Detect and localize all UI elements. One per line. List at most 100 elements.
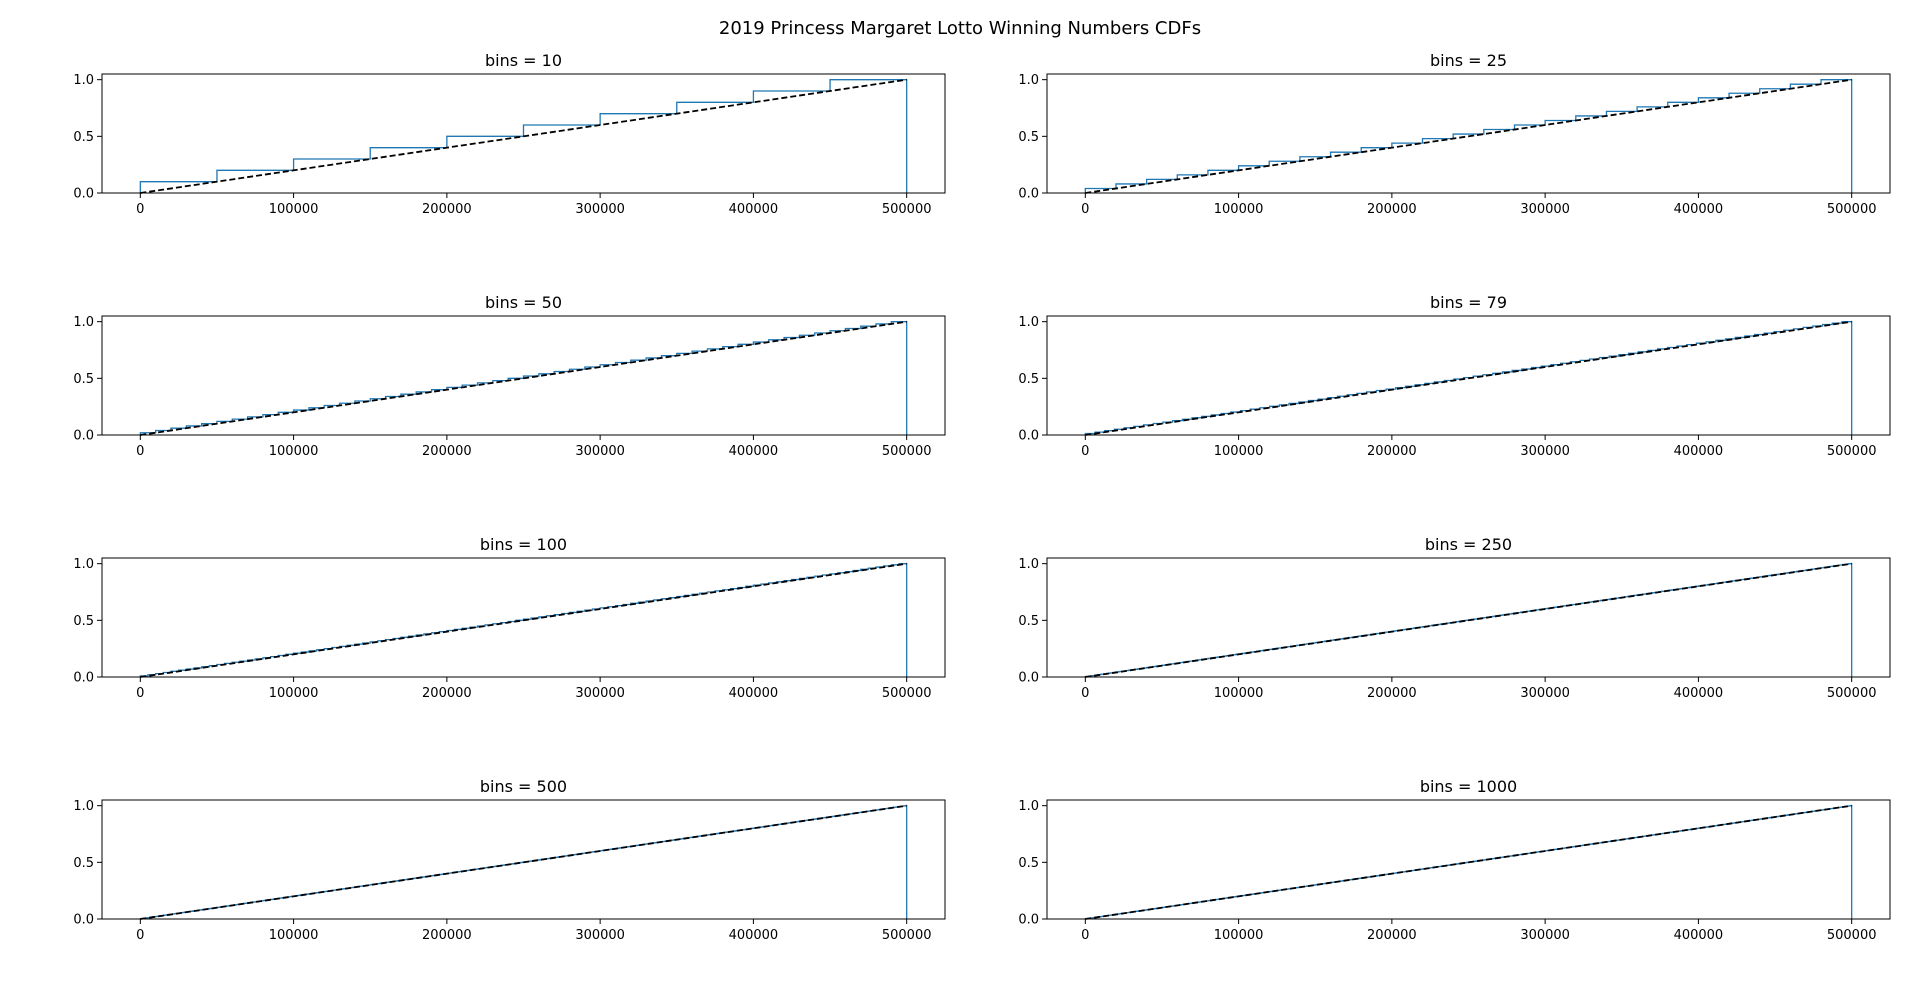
cdf-step-line [1084,79,1853,193]
x-tick-label: 500000 [1827,202,1877,217]
x-tick-label: 200000 [1367,444,1417,459]
y-tick-label: 1.0 [1018,799,1039,814]
x-tick-label: 200000 [422,928,472,943]
y-tick-label: 0.5 [1018,614,1039,629]
y-tick-label: 0.0 [1018,429,1039,444]
uniform-reference-line [140,320,907,436]
y-tick-label: 0.5 [1018,856,1039,871]
subplot-500: bins = 500 0 100000 200000 300000 400000 50000… [73,777,946,943]
y-tick-label: 0.0 [73,187,94,202]
y-tick-label: 0.0 [1018,187,1039,202]
axes-frame [101,557,946,678]
uniform-reference-line [1085,320,1852,436]
subplot-title: bins = 250 [1425,535,1512,554]
axes-frame [1046,799,1891,920]
y-tick-label: 0.0 [1018,913,1039,928]
uniform-reference-line [140,562,907,678]
uniform-reference-line [140,78,907,194]
x-tick-label: 0 [1081,202,1089,217]
y-tick-label: 0.5 [73,614,94,629]
x-tick-label: 200000 [1367,202,1417,217]
y-tick-label: 0.0 [73,429,94,444]
uniform-reference-line [1085,78,1852,194]
x-tick-label: 0 [136,444,144,459]
subplot-250: bins = 250 0 100000 200000 300000 400000 50000… [1018,535,1891,701]
cdf-step-line [139,79,908,193]
x-tick-label: 200000 [1367,686,1417,701]
uniform-reference-line [1085,562,1852,678]
uniform-reference-line [140,804,907,920]
x-tick-label: 100000 [269,202,319,217]
y-tick-label: 1.0 [73,315,94,330]
x-tick-label: 400000 [729,202,779,217]
axes-frame [101,315,946,436]
x-tick-label: 400000 [1674,928,1724,943]
subplot-title: bins = 10 [485,51,562,70]
y-tick-label: 0.5 [1018,130,1039,145]
x-tick-label: 400000 [729,444,779,459]
x-tick-label: 100000 [1214,202,1264,217]
axes-frame [1046,557,1891,678]
y-tick-label: 0.5 [73,856,94,871]
y-tick-label: 1.0 [73,557,94,572]
x-tick-label: 500000 [882,928,932,943]
subplot-title: bins = 79 [1430,293,1507,312]
x-tick-label: 100000 [1214,928,1264,943]
x-tick-label: 300000 [575,202,625,217]
subplot-title: bins = 1000 [1420,777,1517,796]
y-tick-label: 0.0 [73,671,94,686]
x-tick-label: 500000 [882,202,932,217]
x-tick-label: 500000 [1827,444,1877,459]
subplot-50: bins = 50 0 100000 200000 300000 400000 500000… [73,293,946,459]
x-tick-label: 200000 [422,202,472,217]
x-tick-label: 500000 [1827,928,1877,943]
x-tick-label: 0 [136,928,144,943]
axes-frame [101,73,946,194]
subplot-1000: bins = 1000 0 100000 200000 300000 400000 5000… [1018,777,1891,943]
subplot-title: bins = 25 [1430,51,1507,70]
x-tick-label: 100000 [269,444,319,459]
subplot-grid: bins = 100 100000 200000 300000 400000 500000… [73,51,1891,943]
x-tick-label: 200000 [422,686,472,701]
axes-frame [1046,315,1891,436]
x-tick-label: 100000 [269,686,319,701]
x-tick-label: 500000 [1827,686,1877,701]
x-tick-label: 200000 [422,444,472,459]
x-tick-label: 0 [136,686,144,701]
x-tick-label: 500000 [882,686,932,701]
subplot-100: bins = 100 0 100000 200000 300000 400000 50000… [73,535,946,701]
x-tick-label: 500000 [882,444,932,459]
x-tick-label: 300000 [1520,444,1570,459]
y-tick-label: 0.5 [1018,372,1039,387]
x-tick-label: 400000 [729,686,779,701]
x-tick-label: 0 [1081,928,1089,943]
x-tick-label: 300000 [575,444,625,459]
x-tick-label: 100000 [1214,444,1264,459]
x-tick-label: 300000 [575,928,625,943]
x-tick-label: 100000 [1214,686,1264,701]
subplot-title: bins = 50 [485,293,562,312]
figure-title: 2019 Princess Margaret Lotto Winning Num… [719,18,1201,39]
x-tick-label: 300000 [1520,928,1570,943]
x-tick-label: 400000 [729,928,779,943]
x-tick-label: 0 [1081,444,1089,459]
uniform-reference-line [1085,804,1852,920]
y-tick-label: 1.0 [1018,315,1039,330]
subplot-79: bins = 79 0 100000 200000 300000 400000 500000… [1018,293,1891,459]
y-tick-label: 1.0 [73,799,94,814]
y-tick-label: 1.0 [1018,73,1039,88]
x-tick-label: 400000 [1674,444,1724,459]
y-tick-label: 0.0 [73,913,94,928]
x-tick-label: 300000 [1520,686,1570,701]
x-tick-label: 300000 [1520,202,1570,217]
subplot-25: bins = 25 0 100000 200000 300000 400000 500000… [1018,51,1891,217]
x-tick-label: 400000 [1674,686,1724,701]
axes-frame [101,799,946,920]
x-tick-label: 200000 [1367,928,1417,943]
y-tick-label: 0.0 [1018,671,1039,686]
subplot-title: bins = 100 [480,535,567,554]
x-tick-label: 300000 [575,686,625,701]
y-tick-label: 0.5 [73,130,94,145]
subplot-10: bins = 10 0 100000 200000 300000 400000 500000… [73,51,946,217]
